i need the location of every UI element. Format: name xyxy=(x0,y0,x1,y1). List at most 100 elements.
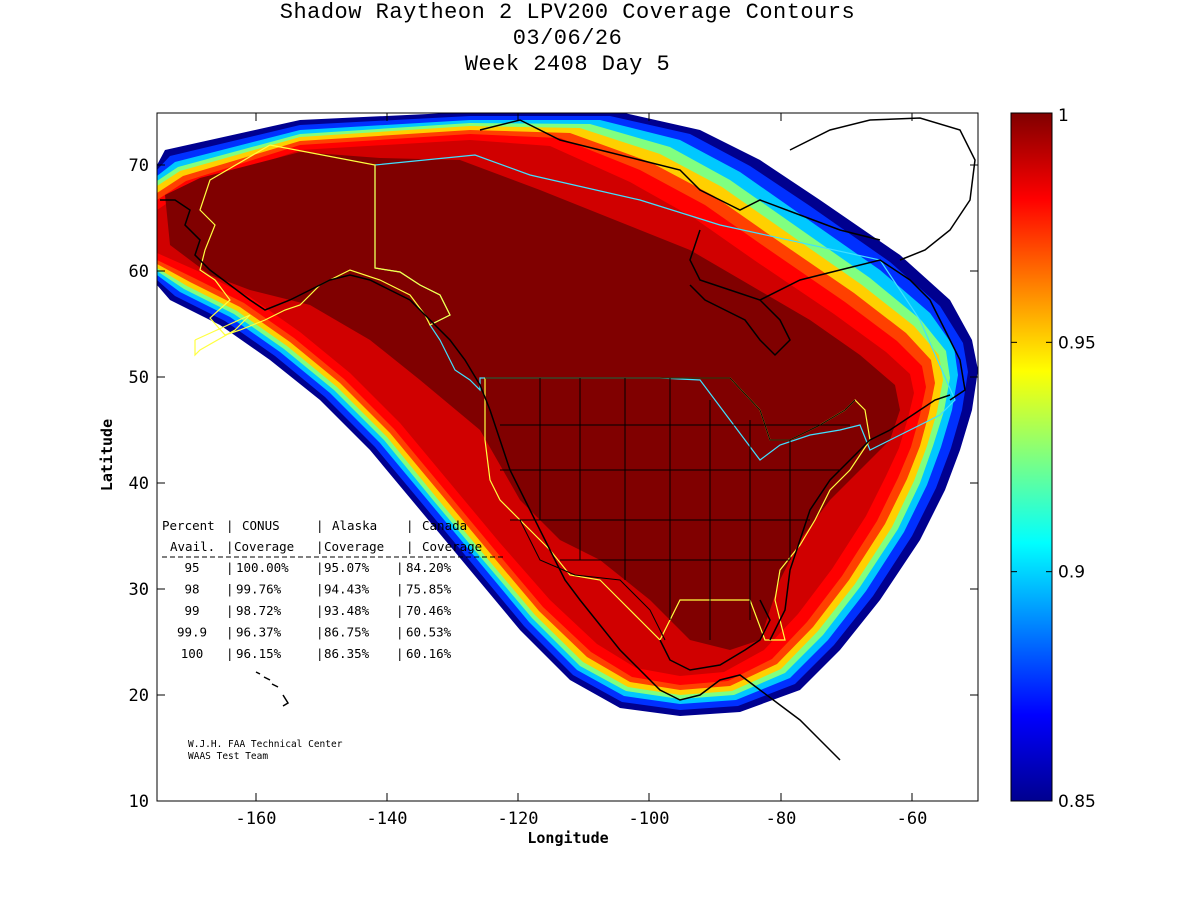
table-cell-alaska: 86.35% xyxy=(324,646,370,661)
y-tick-label-3: 40 xyxy=(129,474,149,494)
table-cell-percent: 100 xyxy=(181,646,204,661)
table-cell-conus: 96.37% xyxy=(236,625,282,640)
table-h1-sep-1: | xyxy=(316,518,324,533)
table-cell-conus: 96.15% xyxy=(236,646,282,661)
table-h2-alaska: Coverage xyxy=(324,539,384,554)
coverage-table: Percent | CONUS | Alaska | Canada Avail.… xyxy=(162,518,505,661)
plot-title-line-3: Week 2408 Day 5 xyxy=(464,52,671,77)
table-cell-canada: 75.85% xyxy=(406,582,452,597)
coastlines xyxy=(160,117,976,761)
table-cell-sep: | xyxy=(316,603,324,618)
coast-hudson-bay xyxy=(689,229,791,357)
table-cell-percent: 95 xyxy=(184,560,199,575)
table-cell-conus: 100.00% xyxy=(236,560,289,575)
coast-gulf xyxy=(659,599,771,671)
table-row: 98 | 99.76% |94.43% | 75.85% xyxy=(184,582,451,597)
table-cell-conus: 99.76% xyxy=(236,582,282,597)
plot-frame xyxy=(156,112,979,802)
table-cell-sep: | xyxy=(226,603,234,618)
table-h1-alaska: Alaska xyxy=(332,518,377,533)
table-row: 99.9 | 96.37% |86.75% | 60.53% xyxy=(177,625,452,640)
x-tick-label-0: -160 xyxy=(236,809,277,829)
table-cell-canada: 60.16% xyxy=(406,646,452,661)
table-h1-sep-0: | xyxy=(226,518,234,533)
coast-atlantic xyxy=(769,394,951,641)
x-tick-label-3: -100 xyxy=(629,809,670,829)
table-cell-sep: | xyxy=(316,560,324,575)
y-tick-label-4: 50 xyxy=(129,368,149,388)
table-h1-percent: Percent xyxy=(162,518,215,533)
table-cell-conus: 98.72% xyxy=(236,603,282,618)
alaska-aleutian-boundary xyxy=(194,314,251,357)
y-tick-label-6: 70 xyxy=(129,156,149,176)
hawaii-islands xyxy=(255,671,290,707)
table-row: 95 | 100.00% |95.07% | 84.20% xyxy=(184,560,451,575)
table-cell-canada: 84.20% xyxy=(406,560,452,575)
y-tick-label-5: 60 xyxy=(129,262,149,282)
table-h2-sep-2: | xyxy=(406,539,414,554)
credit-line-1: W.J.H. FAA Technical Center xyxy=(188,739,343,750)
y-tick-label-2: 30 xyxy=(129,580,149,600)
table-cell-percent: 99 xyxy=(184,603,199,618)
table-cell-alaska: 86.75% xyxy=(324,625,370,640)
table-cell-sep: | xyxy=(396,603,404,618)
table-cell-sep: | xyxy=(226,646,234,661)
table-cell-sep: | xyxy=(226,560,234,575)
y-tick-label-1: 20 xyxy=(129,686,149,706)
table-row: 100 | 96.15% |86.35% | 60.16% xyxy=(181,646,452,661)
table-h1-canada: Canada xyxy=(422,518,467,533)
table-cell-sep: | xyxy=(226,625,234,640)
contour-1.00 xyxy=(165,152,900,650)
table-rows: 95 | 100.00% |95.07% | 84.20%98 | 99.76% |94.43%… xyxy=(177,560,452,661)
table-cell-sep: | xyxy=(316,646,324,661)
coverage-contours xyxy=(157,113,978,716)
table-cell-sep: | xyxy=(396,625,404,640)
x-tick-label-5: -60 xyxy=(897,809,928,829)
table-h2-canada: Coverage xyxy=(422,539,482,554)
x-axis-label: Longitude xyxy=(527,829,608,847)
coast-labrador xyxy=(759,259,966,401)
table-h2-conus: Coverage xyxy=(234,539,294,554)
x-tick-label-1: -140 xyxy=(367,809,408,829)
table-h2-sep-1: | xyxy=(316,539,324,554)
table-h1-sep-2: | xyxy=(406,518,414,533)
colorbar-tick-label: 0.85 xyxy=(1058,792,1096,812)
state-borders xyxy=(485,377,856,641)
table-cell-sep: | xyxy=(316,582,324,597)
credit-line-2: WAAS Test Team xyxy=(188,751,268,762)
table-row: 99 | 98.72% |93.48% | 70.46% xyxy=(184,603,451,618)
x-tick-label-2: -120 xyxy=(498,809,539,829)
table-header-row-1: Percent | CONUS | Alaska | Canada xyxy=(162,518,467,533)
alaska-boundary xyxy=(199,144,451,336)
table-cell-sep: | xyxy=(226,582,234,597)
table-cell-percent: 99.9 xyxy=(177,625,207,640)
plot-title-line-1: Shadow Raytheon 2 LPV200 Coverage Contou… xyxy=(279,0,856,25)
table-h2-sep-0: | xyxy=(226,539,234,554)
table-cell-percent: 98 xyxy=(184,582,199,597)
y-tick-label-0: 10 xyxy=(129,792,149,812)
axis-ticks xyxy=(157,113,978,802)
table-header-row-2: Avail. | Coverage | Coverage | Coverage xyxy=(170,539,482,554)
colorbar xyxy=(1010,112,1053,802)
table-h2-avail: Avail. xyxy=(170,539,215,554)
table-cell-sep: | xyxy=(316,625,324,640)
border-us-canada xyxy=(485,377,856,441)
plot-title-block: Shadow Raytheon 2 LPV200 Coverage Contou… xyxy=(0,0,1135,78)
colorbar-tick-label: 0.9 xyxy=(1058,563,1085,583)
coast-arctic-islands xyxy=(479,119,881,241)
table-cell-alaska: 95.07% xyxy=(324,560,370,575)
colorbar-tick-label: 1 xyxy=(1058,106,1069,126)
table-cell-canada: 70.46% xyxy=(406,603,452,618)
table-h1-conus: CONUS xyxy=(242,518,280,533)
table-cell-alaska: 93.48% xyxy=(324,603,370,618)
table-cell-sep: | xyxy=(396,646,404,661)
table-cell-alaska: 94.43% xyxy=(324,582,370,597)
colorbar-ticks: 0.85 0.9 0.95 1 xyxy=(1011,106,1096,812)
table-cell-canada: 60.53% xyxy=(406,625,452,640)
coast-greenland xyxy=(789,117,976,261)
border-us-mexico xyxy=(519,519,666,641)
plot-title: Shadow Raytheon 2 LPV200 Coverage Contou… xyxy=(0,0,1135,78)
coast-alaska-pacific xyxy=(160,199,841,761)
plot-title-line-2: 03/06/26 xyxy=(512,26,623,51)
